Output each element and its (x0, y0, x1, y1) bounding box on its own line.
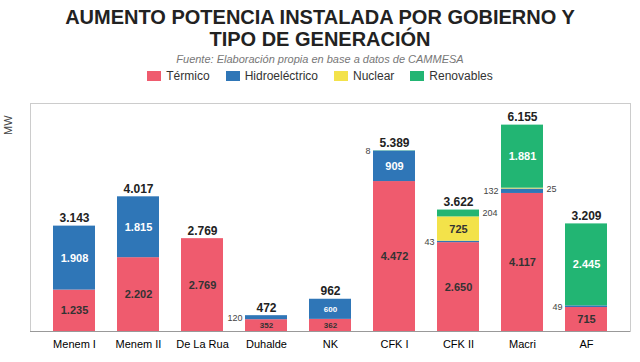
svg-text:1.908: 1.908 (61, 252, 89, 264)
svg-text:6.155: 6.155 (507, 110, 537, 124)
svg-text:43: 43 (424, 237, 434, 247)
svg-text:49: 49 (552, 302, 562, 312)
svg-text:25: 25 (547, 183, 557, 193)
svg-text:909: 909 (385, 160, 403, 172)
html-text:AUMENTO POTENCIA INSTALADA POR: AUMENTO POTENCIA INSTALADA POR GOBIERNO … (65, 6, 575, 50)
svg-text:4.117: 4.117 (509, 256, 536, 268)
svg-text:Menem II: Menem II (116, 338, 162, 350)
svg-text:2.202: 2.202 (125, 288, 153, 300)
svg-text:1.815: 1.815 (125, 221, 153, 233)
html-text:Hidroeléctrico: Hidroeléctrico (244, 69, 318, 83)
svg-text:5.389: 5.389 (379, 136, 409, 150)
svg-text:1.235: 1.235 (61, 304, 89, 316)
html-text:Térmico: Térmico (166, 69, 210, 83)
svg-text:2.445: 2.445 (573, 258, 601, 270)
svg-text:725: 725 (449, 223, 467, 235)
svg-text:3.143: 3.143 (59, 211, 89, 225)
svg-text:3.622: 3.622 (443, 195, 473, 209)
svg-text:2.769: 2.769 (189, 279, 217, 291)
svg-text:962: 962 (320, 284, 340, 298)
svg-text:362: 362 (324, 321, 338, 330)
html-text:Fuente: Elaboración propia en: Fuente: Elaboración propia en base a dat… (176, 53, 464, 65)
html-text:Nuclear: Nuclear (353, 69, 395, 83)
svg-text:2.769: 2.769 (187, 223, 217, 237)
svg-text:CFK II: CFK II (443, 338, 474, 350)
svg-text:472: 472 (256, 301, 276, 315)
svg-text:132: 132 (483, 186, 498, 196)
svg-text:4.472: 4.472 (381, 250, 409, 262)
html-text:MW: MW (2, 115, 14, 135)
svg-text:Macri: Macri (509, 338, 536, 350)
svg-text:715: 715 (577, 313, 595, 325)
svg-text:4.017: 4.017 (123, 182, 153, 196)
svg-text:De La Rua: De La Rua (176, 338, 229, 350)
svg-text:352: 352 (260, 321, 274, 330)
svg-text:3.209: 3.209 (571, 209, 601, 223)
svg-text:120: 120 (227, 313, 242, 323)
html-text:Renovables: Renovables (429, 69, 493, 83)
svg-text:2.650: 2.650 (445, 281, 473, 293)
svg-text:600: 600 (324, 305, 338, 314)
svg-text:1.881: 1.881 (509, 150, 537, 162)
svg-text:Duhalde: Duhalde (246, 338, 287, 350)
svg-text:Menem I: Menem I (53, 338, 96, 350)
svg-text:CFK I: CFK I (380, 338, 408, 350)
svg-text:AF: AF (579, 338, 593, 350)
svg-text:8: 8 (365, 146, 370, 156)
svg-text:204: 204 (483, 208, 498, 218)
svg-text:NK: NK (323, 338, 339, 350)
